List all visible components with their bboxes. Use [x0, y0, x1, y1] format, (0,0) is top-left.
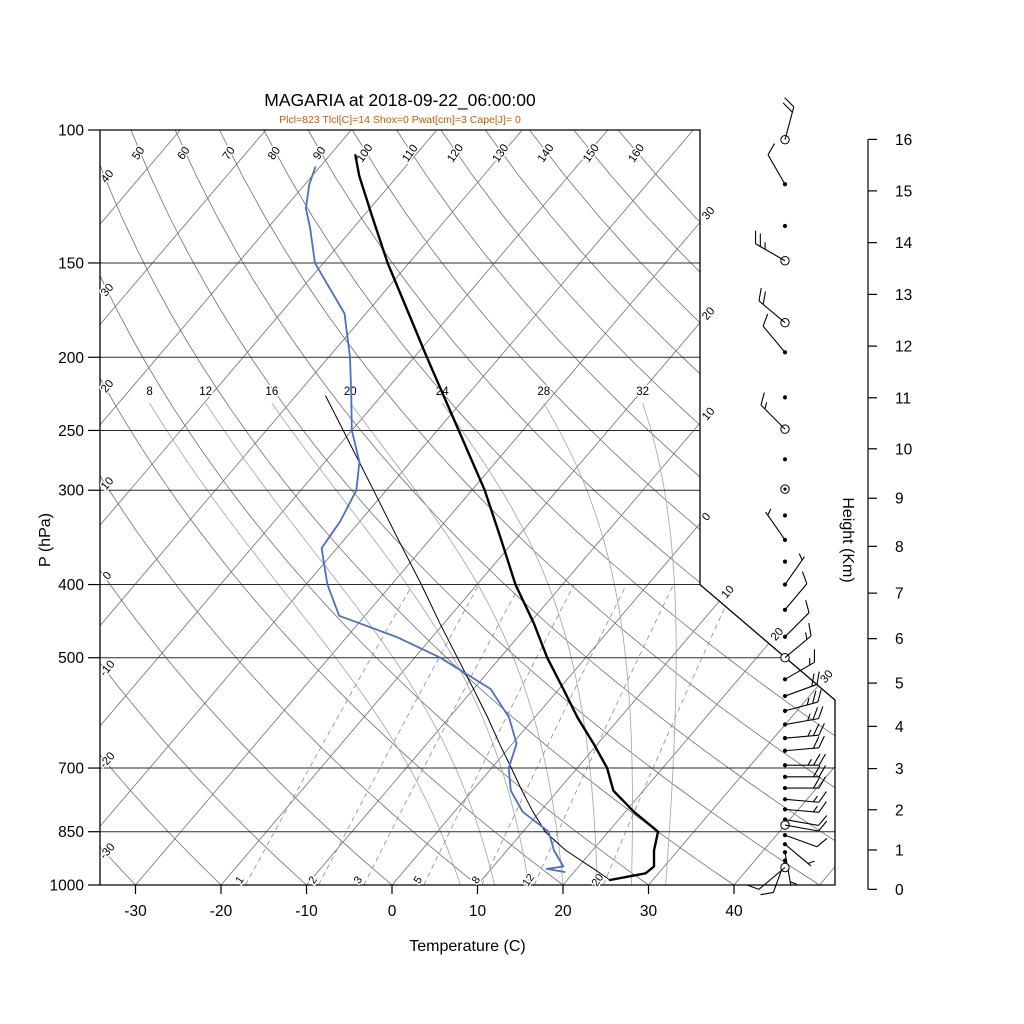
- svg-text:4: 4: [895, 719, 904, 736]
- svg-text:30: 30: [700, 205, 717, 223]
- mixing-ratio-lines: [245, 584, 736, 885]
- svg-text:0: 0: [700, 511, 713, 524]
- svg-text:100: 100: [355, 142, 376, 165]
- svg-text:1: 1: [895, 842, 904, 859]
- svg-text:30: 30: [640, 903, 658, 920]
- svg-text:-10: -10: [295, 903, 318, 920]
- svg-text:60: 60: [175, 145, 192, 162]
- svg-text:30: 30: [99, 282, 116, 300]
- svg-text:-30: -30: [124, 903, 147, 920]
- chart-subtitle: Plcl=823 Tlcl[C]=14 Shox=0 Pwat[cm]=3 Ca…: [279, 114, 521, 126]
- svg-text:700: 700: [58, 761, 84, 778]
- svg-text:32: 32: [636, 386, 649, 398]
- svg-text:12: 12: [199, 386, 212, 398]
- svg-text:50: 50: [130, 145, 147, 162]
- svg-text:20: 20: [344, 386, 357, 398]
- svg-text:300: 300: [58, 483, 84, 500]
- svg-text:12: 12: [895, 339, 912, 356]
- svg-text:100: 100: [58, 123, 84, 140]
- svg-text:20: 20: [700, 305, 717, 323]
- pressure-gridlines: [100, 130, 835, 885]
- svg-text:1000: 1000: [50, 878, 85, 895]
- svg-text:8: 8: [146, 386, 152, 398]
- svg-text:160: 160: [626, 142, 647, 165]
- svg-text:200: 200: [58, 350, 84, 367]
- svg-text:16: 16: [265, 386, 278, 398]
- svg-text:11: 11: [895, 390, 911, 407]
- sounding-curves: [304, 153, 660, 882]
- svg-text:40: 40: [99, 168, 116, 186]
- svg-text:2: 2: [895, 802, 904, 819]
- svg-text:28: 28: [537, 386, 550, 398]
- svg-text:15: 15: [895, 183, 912, 200]
- svg-text:850: 850: [58, 824, 84, 841]
- svg-text:70: 70: [221, 145, 238, 162]
- dewpoint-curve: [304, 166, 566, 873]
- svg-text:500: 500: [58, 650, 84, 667]
- svg-text:14: 14: [895, 235, 913, 252]
- svg-text:150: 150: [58, 255, 84, 272]
- svg-text:30: 30: [818, 668, 835, 686]
- svg-text:10: 10: [700, 406, 717, 424]
- svg-text:6: 6: [895, 631, 904, 648]
- svg-text:20: 20: [589, 872, 606, 889]
- background-lines: [100, 130, 835, 885]
- svg-text:-20: -20: [210, 903, 233, 920]
- svg-text:5: 5: [895, 676, 904, 693]
- svg-text:10: 10: [895, 441, 913, 458]
- svg-text:0: 0: [388, 903, 397, 920]
- svg-text:20: 20: [554, 903, 572, 920]
- temperature-axis-title: Temperature (C): [409, 938, 526, 955]
- svg-text:9: 9: [895, 491, 904, 508]
- svg-text:16: 16: [895, 132, 912, 149]
- svg-text:250: 250: [58, 423, 84, 440]
- svg-text:400: 400: [58, 577, 84, 594]
- temperature-curve: [354, 153, 660, 882]
- svg-text:0: 0: [895, 882, 904, 899]
- background-line-labels: 50 60 70 80 90 100 110 120 130 140 150 160403020100…: [96, 141, 837, 891]
- svg-text:-10: -10: [98, 658, 118, 678]
- wind-barb-column: [746, 97, 828, 896]
- moist-adiabat-lines: [149, 402, 677, 885]
- plot-boundary: [99, 129, 836, 886]
- svg-text:8: 8: [895, 539, 904, 556]
- svg-text:40: 40: [725, 903, 743, 920]
- svg-text:3: 3: [895, 761, 904, 778]
- svg-text:12: 12: [520, 872, 537, 889]
- svg-text:150: 150: [581, 142, 602, 165]
- svg-text:7: 7: [895, 586, 904, 603]
- svg-text:-30: -30: [98, 841, 118, 861]
- svg-text:80: 80: [266, 145, 283, 162]
- svg-text:10: 10: [469, 903, 487, 920]
- svg-text:13: 13: [895, 287, 912, 304]
- svg-text:10: 10: [719, 584, 736, 602]
- chart-title: MAGARIA at 2018-09-22_06:00:00: [264, 90, 536, 110]
- svg-text:0: 0: [101, 570, 114, 583]
- dry-adiabat-lines: [100, 130, 835, 885]
- parcel-curve: [325, 395, 611, 881]
- svg-text:20: 20: [769, 626, 786, 644]
